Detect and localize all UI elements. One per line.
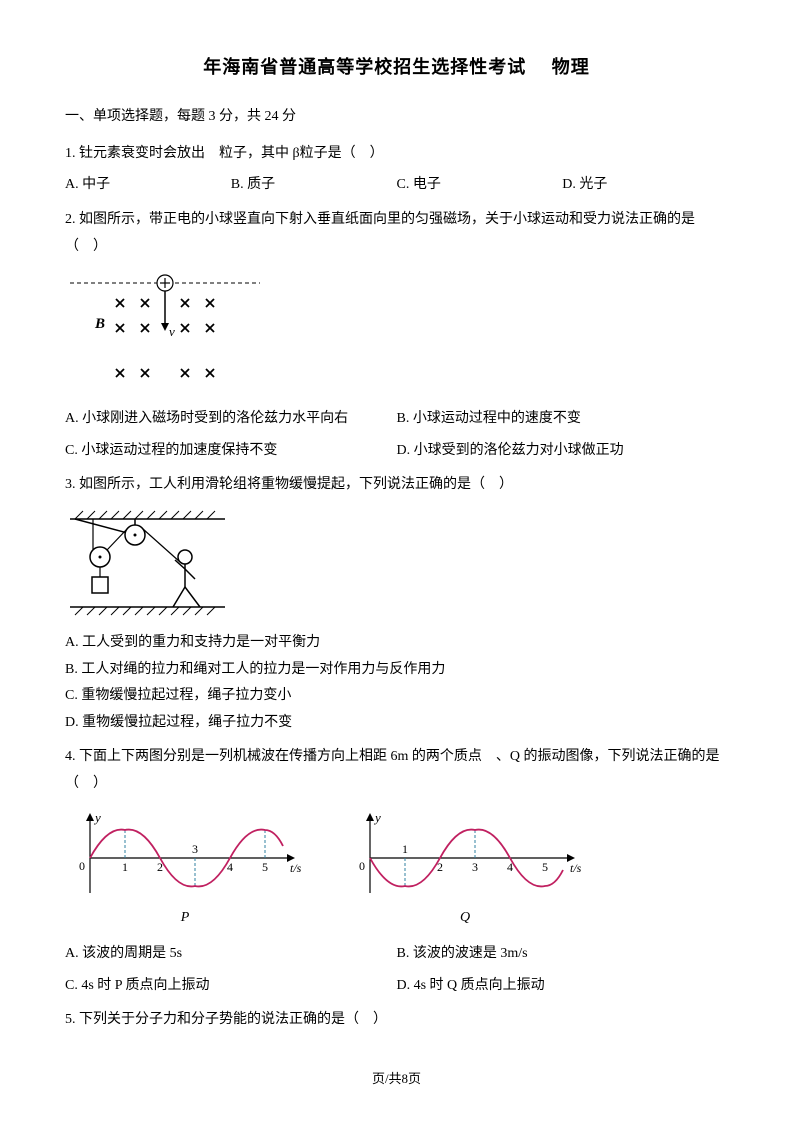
option-d: D. 小球受到的洛伦兹力对小球做正功 bbox=[397, 438, 729, 465]
question-5: 5. 下列关于分子力和分子势能的说法正确的是（ ） bbox=[65, 1007, 728, 1034]
option-c: C. 4s 时 P 质点向上振动 bbox=[65, 973, 397, 1000]
title-main: 年海南省普通高等学校招生选择性考试 bbox=[203, 57, 526, 77]
option-c: C. 小球运动过程的加速度保持不变 bbox=[65, 438, 397, 465]
origin-label: 0 bbox=[79, 859, 85, 873]
tick: 4 bbox=[507, 860, 513, 874]
page-footer: 页/共8页 bbox=[0, 1067, 793, 1092]
wave-q-svg: y t/s 0 1 2 3 4 5 bbox=[345, 808, 585, 903]
question-3: 3. 如图所示，工人利用滑轮组将重物缓慢提起，下列说法正确的是（ ） bbox=[65, 472, 728, 736]
option-d: D. 重物缓慢拉起过程，绳子拉力不变 bbox=[65, 710, 728, 737]
option-a: A. 工人受到的重力和支持力是一对平衡力 bbox=[65, 630, 728, 657]
tick: 1 bbox=[122, 860, 128, 874]
tick: 3 bbox=[192, 842, 198, 856]
question-2: 2. 如图所示，带正电的小球竖直向下射入垂直纸面向里的匀强磁场，关于小球运动和受… bbox=[65, 207, 728, 464]
origin-label: 0 bbox=[359, 859, 365, 873]
option-b: B. 小球运动过程中的速度不变 bbox=[397, 406, 729, 433]
tick: 2 bbox=[437, 860, 443, 874]
wave-p: y t/s 0 1 2 3 4 5 P bbox=[65, 808, 305, 932]
q2-figure: v B bbox=[65, 268, 728, 398]
option-a: A. 小球刚进入磁场时受到的洛伦兹力水平向右 bbox=[65, 406, 397, 433]
t-label: t/s bbox=[570, 861, 582, 875]
b-label: B bbox=[94, 316, 105, 332]
tick: 4 bbox=[227, 860, 233, 874]
tick: 2 bbox=[157, 860, 163, 874]
question-4: 4. 下面上下两图分别是一列机械波在传播方向上相距 6m 的两个质点 、Q 的振… bbox=[65, 744, 728, 999]
question-text: 4. 下面上下两图分别是一列机械波在传播方向上相距 6m 的两个质点 、Q 的振… bbox=[65, 744, 728, 797]
question-text: 5. 下列关于分子力和分子势能的说法正确的是（ ） bbox=[65, 1007, 728, 1034]
option-b: B. 工人对绳的拉力和绳对工人的拉力是一对作用力与反作用力 bbox=[65, 657, 728, 684]
y-label: y bbox=[373, 810, 381, 825]
section-header: 一、单项选择题，每题 3 分，共 24 分 bbox=[65, 104, 728, 131]
wave-q: y t/s 0 1 2 3 4 5 Q bbox=[345, 808, 585, 932]
option-a: A. 该波的周期是 5s bbox=[65, 941, 397, 968]
pulley-diagram bbox=[65, 507, 235, 622]
options-row: C. 4s 时 P 质点向上振动 D. 4s 时 Q 质点向上振动 bbox=[65, 973, 728, 1000]
tick: 5 bbox=[262, 860, 268, 874]
question-1: 1. 钍元素衰变时会放出 粒子，其中 β粒子是（ ） A. 中子 B. 质子 C… bbox=[65, 141, 728, 199]
question-text: 2. 如图所示，带正电的小球竖直向下射入垂直纸面向里的匀强磁场，关于小球运动和受… bbox=[65, 207, 728, 260]
p-label: P bbox=[65, 905, 305, 932]
options-row: A. 该波的周期是 5s B. 该波的波速是 3m/s bbox=[65, 941, 728, 968]
wave-figures: y t/s 0 1 2 3 4 5 P bbox=[65, 808, 728, 932]
question-text: 3. 如图所示，工人利用滑轮组将重物缓慢提起，下列说法正确的是（ ） bbox=[65, 472, 728, 499]
option-d: D. 4s 时 Q 质点向上振动 bbox=[397, 973, 729, 1000]
q3-figure bbox=[65, 507, 728, 622]
page-title: 年海南省普通高等学校招生选择性考试 物理 bbox=[65, 50, 728, 84]
t-label: t/s bbox=[290, 861, 302, 875]
options-row: A. 中子 B. 质子 C. 电子 D. 光子 bbox=[65, 172, 728, 199]
y-label: y bbox=[93, 810, 101, 825]
question-text: 1. 钍元素衰变时会放出 粒子，其中 β粒子是（ ） bbox=[65, 141, 728, 168]
option-b: B. 质子 bbox=[231, 172, 397, 199]
wave-p-svg: y t/s 0 1 2 3 4 5 bbox=[65, 808, 305, 903]
option-b: B. 该波的波速是 3m/s bbox=[397, 941, 729, 968]
v-label: v bbox=[169, 324, 175, 339]
options-row: C. 小球运动过程的加速度保持不变 D. 小球受到的洛伦兹力对小球做正功 bbox=[65, 438, 728, 465]
option-d: D. 光子 bbox=[562, 172, 728, 199]
tick: 5 bbox=[542, 860, 548, 874]
option-c: C. 重物缓慢拉起过程，绳子拉力变小 bbox=[65, 683, 728, 710]
tick: 1 bbox=[402, 842, 408, 856]
options-row: A. 小球刚进入磁场时受到的洛伦兹力水平向右 B. 小球运动过程中的速度不变 bbox=[65, 406, 728, 433]
option-c: C. 电子 bbox=[397, 172, 563, 199]
q-label: Q bbox=[345, 905, 585, 932]
title-subject: 物理 bbox=[552, 57, 590, 77]
magnetic-field-diagram: v B bbox=[65, 268, 265, 398]
option-a: A. 中子 bbox=[65, 172, 231, 199]
tick: 3 bbox=[472, 860, 478, 874]
